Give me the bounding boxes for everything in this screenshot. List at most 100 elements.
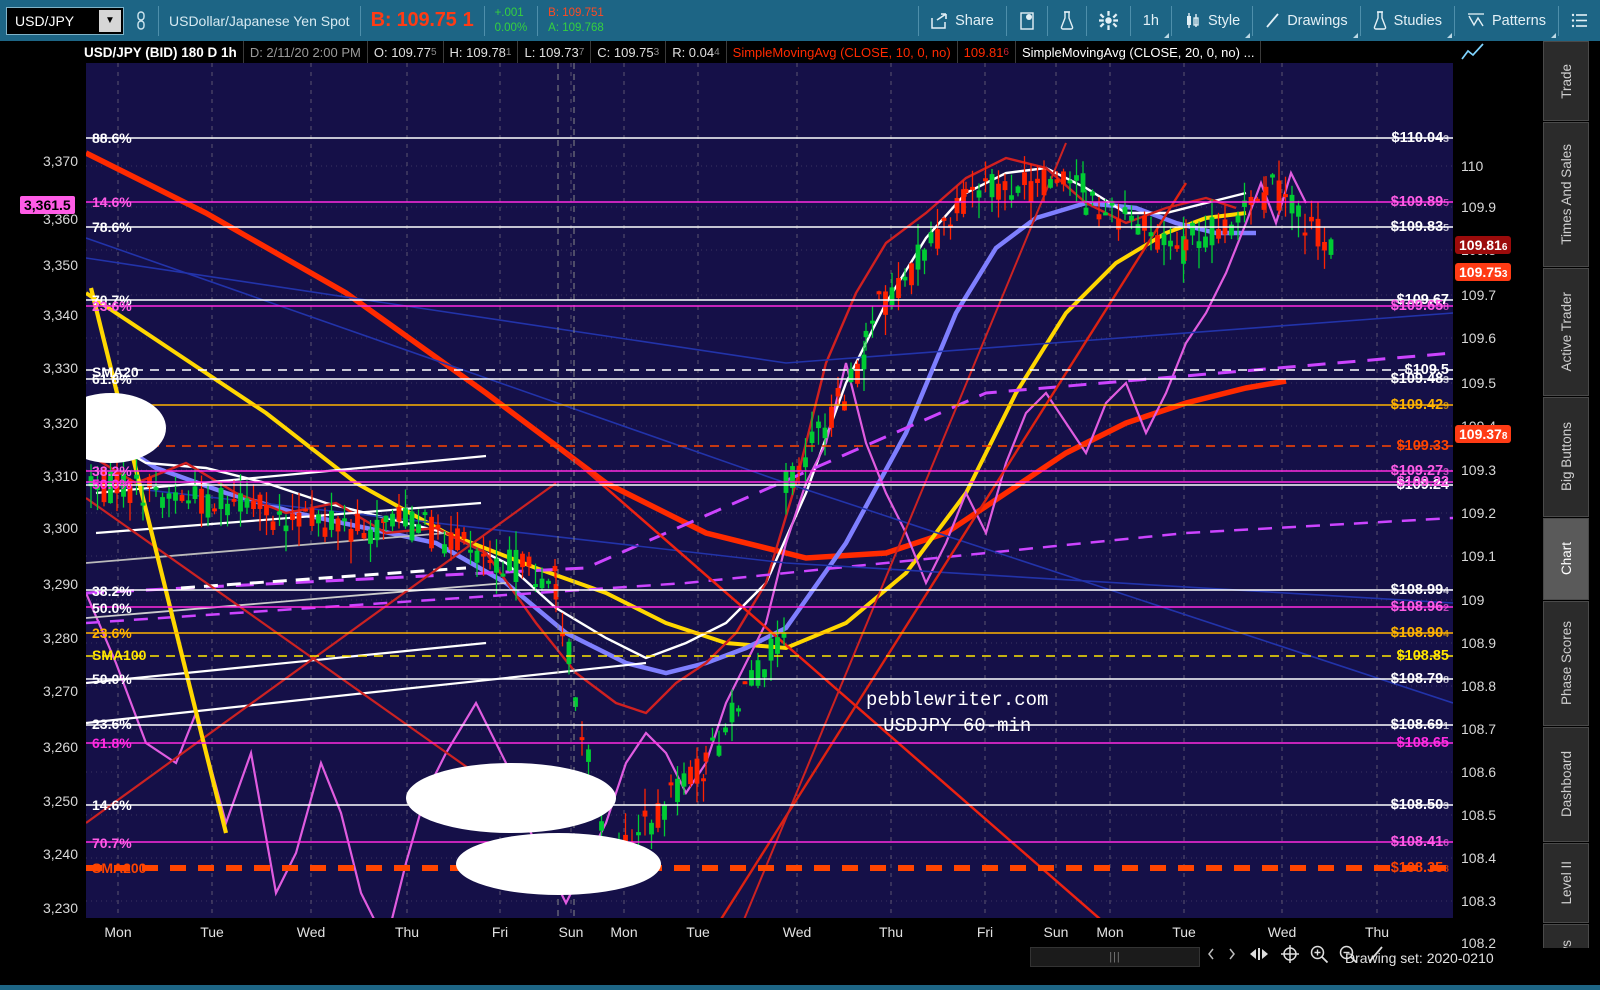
settings-button[interactable]	[1087, 0, 1130, 41]
time-axis-tick: Sun	[1043, 924, 1069, 940]
horizontal-scrollbar[interactable]: |||	[1030, 947, 1200, 967]
left-axis-tick: 3,320	[42, 415, 78, 431]
more-menu-button[interactable]	[1559, 0, 1600, 41]
arrow-left-icon[interactable]	[1205, 946, 1217, 962]
right-axis-tick: 109.1	[1461, 548, 1497, 564]
drawing-set-status: Drawing set: 2020-0210	[1345, 950, 1494, 966]
left-price-axis[interactable]: 3,370 3,360 3,350 3,340 3,330 3,320 3,310 3,300…	[0, 63, 86, 970]
left-axis-tick: 3,280	[42, 630, 78, 646]
left-axis-tick: 3,230	[42, 900, 78, 916]
chart-type-icon[interactable]	[1460, 42, 1486, 62]
price-level-label: $108.691	[1390, 717, 1449, 733]
sidebar-tab-label: Active Trader	[1558, 292, 1574, 372]
patterns-button[interactable]: Patterns	[1455, 0, 1558, 41]
study-sma20-label[interactable]: SimpleMovingAvg (CLOSE, 20, 0, no) ...	[1016, 41, 1262, 63]
price-level-label: $109.273	[1390, 463, 1449, 479]
flask-icon	[1373, 11, 1387, 30]
sidebar-tab-times-and-sales[interactable]: Times And Sales	[1543, 122, 1589, 267]
fib-level-label: 61.8%	[92, 371, 132, 387]
timeframe-button[interactable]: 1h	[1131, 0, 1171, 41]
sidebar-tab-big-buttons[interactable]: Big Buttons	[1543, 397, 1589, 517]
info-low: L: 109.73 7	[518, 41, 592, 63]
time-axis-tick: Wed	[1267, 924, 1297, 940]
price-level-label: $108.904	[1390, 625, 1449, 641]
bid-ask-quote: B: 109.751 A: 109.768	[538, 0, 614, 41]
highlight-ellipse	[456, 833, 661, 895]
sidebar-tab-active-trader[interactable]: Active Trader	[1543, 268, 1589, 396]
price-level-label: $109.5	[1404, 362, 1449, 378]
left-axis-tick: 3,250	[42, 793, 78, 809]
sidebar-tab-label: Times And Sales	[1558, 144, 1574, 245]
sidebar-tab-label: Trade	[1558, 63, 1574, 99]
time-axis[interactable]: Mon Tue Wed Thu Fri Sun Mon Tue Wed Thu Fri Sun Mon T…	[86, 918, 1453, 948]
fib-level-label: 38.2%	[92, 463, 132, 479]
symbol-selector[interactable]: USD/JPY ▼	[6, 6, 124, 35]
share-button[interactable]: Share	[919, 0, 1006, 41]
right-axis-tick: 108.6	[1461, 764, 1497, 780]
link-icon	[134, 10, 148, 31]
line-tool-icon[interactable]	[1367, 944, 1385, 964]
line-tool-icon	[1265, 12, 1280, 29]
drawings-button[interactable]: Drawings	[1253, 0, 1359, 41]
time-axis-tick: Mon	[104, 924, 132, 940]
chart-info-bar: USD/JPY (BID) 180 D 1h D: 2/11/20 2:00 P…	[78, 41, 1528, 63]
right-price-axis[interactable]: 110109.9109.8109.7109.6109.5109.4109.310…	[1453, 63, 1528, 951]
chart-nav-controls	[1205, 944, 1385, 964]
price-level-label: $109.895	[1390, 194, 1449, 210]
studies-flask-button[interactable]	[1048, 0, 1086, 41]
pan-icon[interactable]	[1247, 946, 1271, 962]
time-axis-tick: Thu	[1364, 924, 1390, 940]
fib-level-label: 23.6%	[92, 716, 132, 732]
sidebar-tab-chart[interactable]: Chart	[1543, 518, 1589, 600]
fib-level-label: 50.0%	[92, 476, 132, 492]
link-button[interactable]	[124, 0, 158, 41]
price-level-label: $108.798	[1390, 671, 1449, 687]
crosshair-icon[interactable]	[1280, 944, 1300, 964]
time-axis-tick: Tue	[1172, 924, 1196, 940]
style-button[interactable]: Style	[1172, 0, 1252, 41]
left-axis-tick: 3,290	[42, 576, 78, 592]
study-sma10-label[interactable]: SimpleMovingAvg (CLOSE, 10, 0, no)	[727, 41, 958, 63]
notes-button[interactable]	[1007, 0, 1047, 41]
change-percent: 0.00%	[494, 21, 528, 34]
sidebar-tab-level-ii[interactable]: Level II	[1543, 843, 1589, 923]
sidebar-tab-dashboard[interactable]: Dashboard	[1543, 727, 1589, 842]
right-axis-tick: 108.8	[1461, 678, 1497, 694]
left-index-badge: 3,361.5	[20, 196, 75, 214]
note-icon	[1019, 11, 1035, 30]
gear-icon	[1098, 11, 1118, 30]
chevron-down-icon[interactable]: ▼	[99, 9, 121, 32]
right-axis-tick: 109.3	[1461, 462, 1497, 478]
right-axis-tick: 110	[1461, 158, 1484, 174]
zoom-in-icon[interactable]	[1309, 944, 1329, 964]
price-level-label: $108.358	[1390, 860, 1449, 876]
fib-level-label: 61.8%	[92, 735, 132, 751]
instrument-name: USDollar/Japanese Yen Spot	[169, 12, 350, 29]
sidebar-tab-label: Dashboard	[1558, 751, 1574, 818]
price-chart-plot[interactable]: 88.6%14.6%78.6%70.7%23.6%SMA2061.8%14.6%…	[86, 63, 1453, 918]
zoom-out-icon[interactable]	[1338, 944, 1358, 964]
time-axis-tick: Mon	[610, 924, 638, 940]
fib-level-label: 14.6%	[92, 194, 132, 210]
sidebar-tab-trade[interactable]: Trade	[1543, 41, 1589, 121]
arrow-right-icon[interactable]	[1226, 946, 1238, 962]
time-axis-tick: Tue	[200, 924, 224, 940]
right-axis-tick: 108.3	[1461, 893, 1497, 909]
sidebar-tab-phase-scores[interactable]: Phase Scores	[1543, 601, 1589, 726]
studies-button[interactable]: Studies	[1361, 0, 1454, 41]
time-axis-tick: Thu	[394, 924, 420, 940]
right-axis-tick: 109	[1461, 592, 1485, 608]
bottom-status-bar	[0, 948, 1600, 990]
right-axis-tick: 108.2	[1461, 935, 1497, 951]
sidebar-tab-label: Phase Scores	[1558, 621, 1574, 706]
price-level-label: $109.835	[1390, 219, 1449, 235]
bottom-accent-bar	[0, 985, 1600, 990]
fib-level-label: 50.0%	[92, 671, 132, 687]
fib-level-label: 23.6%	[92, 625, 132, 641]
price-level-label: $108.962	[1390, 599, 1449, 615]
chart-title: USD/JPY (BID) 180 D 1h	[78, 41, 244, 63]
fib-level-label: SMA20	[92, 364, 139, 380]
price-level-label: $109.658	[1390, 298, 1449, 314]
fib-level-label: 50.0%	[92, 600, 132, 616]
right-axis-tick: 109.5	[1461, 375, 1497, 391]
